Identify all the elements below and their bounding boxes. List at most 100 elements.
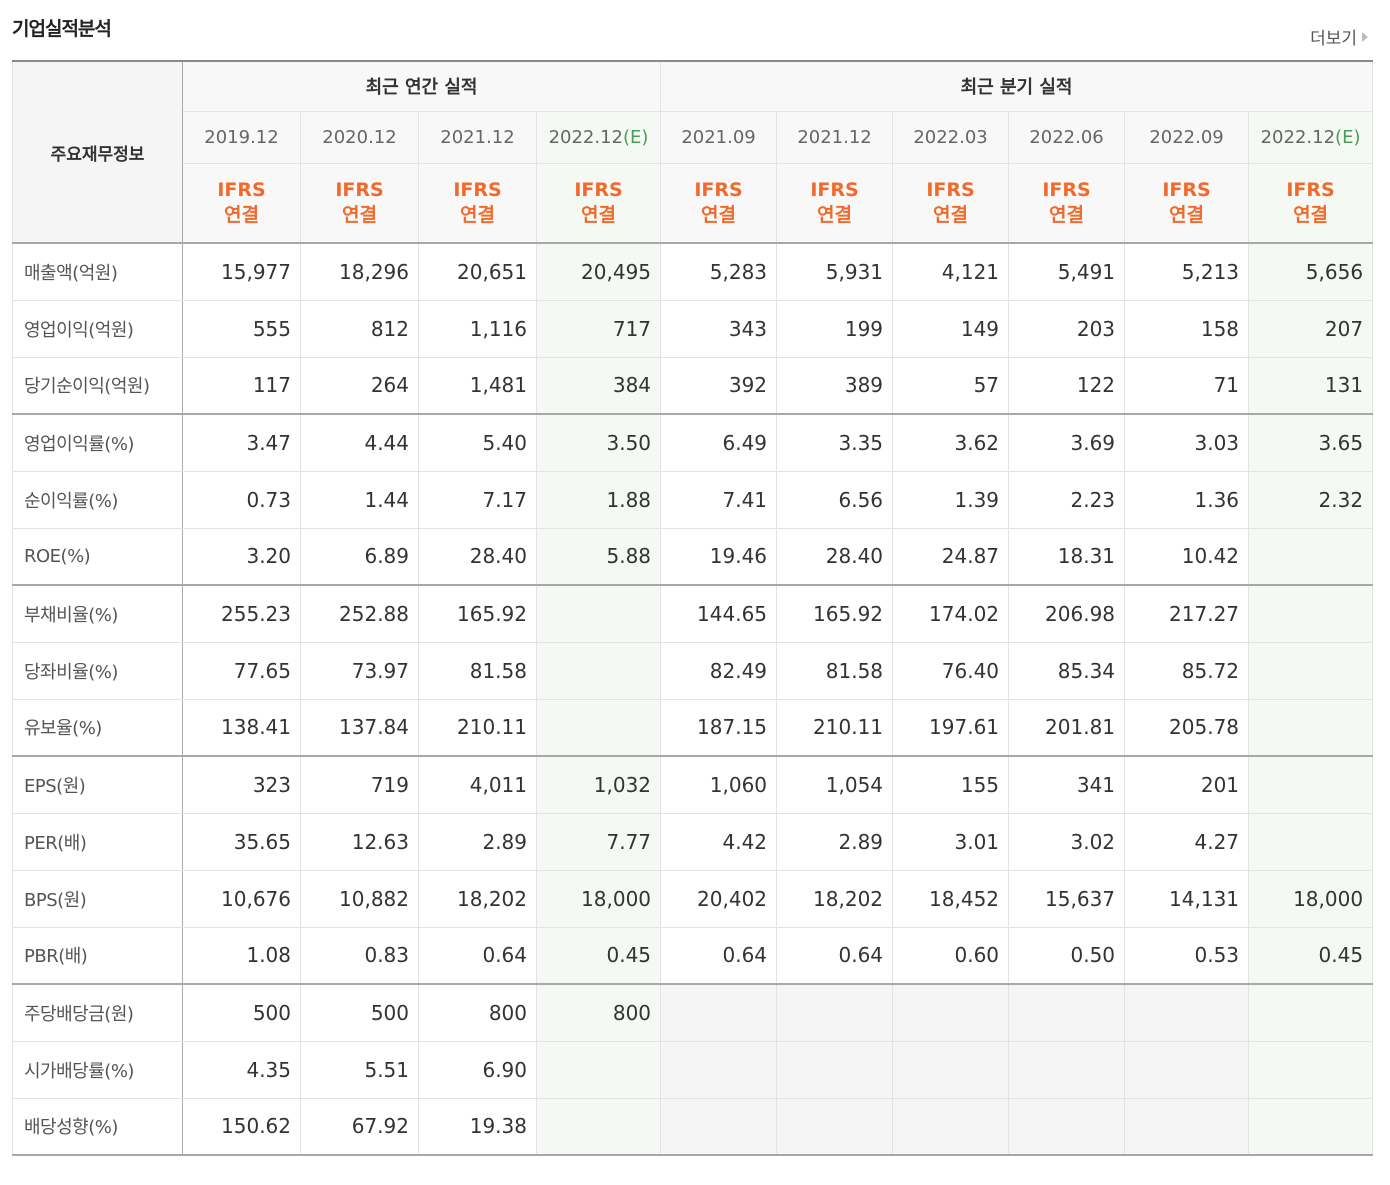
- value-cell: 3.69: [1008, 413, 1126, 472]
- value-cell: 82.49: [660, 641, 778, 700]
- value-cell: 57: [892, 356, 1010, 415]
- period-date: 2020.12: [322, 126, 397, 148]
- value-cell: 5,931: [776, 242, 894, 301]
- data-row: 배당성향(%) 150.62 67.92 19.38: [12, 1097, 1374, 1156]
- more-text[interactable]: 더보기: [1310, 29, 1357, 49]
- row-label: BPS(원): [12, 869, 183, 928]
- value-cell: 12.63: [300, 812, 419, 871]
- value-cell: 800: [535, 983, 662, 1042]
- value-cell: 18,202: [776, 869, 894, 928]
- period-header: 2021.12: [776, 110, 894, 164]
- estimate-mark: (E): [623, 126, 649, 148]
- value-cell: 6.90: [418, 1040, 537, 1099]
- value-cell: [535, 641, 662, 700]
- value-cell: 500: [300, 983, 419, 1042]
- value-cell: 1,060: [660, 755, 778, 814]
- value-cell: 3.02: [1008, 812, 1126, 871]
- more-link[interactable]: 더보기: [1310, 24, 1368, 49]
- value-cell: 5,213: [1124, 242, 1250, 301]
- value-cell: 0.83: [300, 926, 419, 985]
- value-cell: [660, 1097, 778, 1156]
- value-cell: 24.87: [892, 527, 1010, 586]
- value-cell: 4.27: [1124, 812, 1250, 871]
- value-cell: 341: [1008, 755, 1126, 814]
- basis-scope: 연결: [1049, 203, 1085, 226]
- basis-header: IFRS 연결: [535, 162, 662, 244]
- value-cell: 6.56: [776, 470, 894, 529]
- value-cell: 20,495: [535, 242, 662, 301]
- row-label: 영업이익률(%): [12, 413, 183, 472]
- value-cell: 71: [1124, 356, 1250, 415]
- row-section: 부채비율(%) 255.23 252.88 165.92 144.65 165.92 174…: [12, 584, 1374, 757]
- row-section: 영업이익률(%) 3.47 4.44 5.40 3.50 6.49 3.35 3.62 3.69…: [12, 413, 1374, 586]
- value-cell: 18,452: [892, 869, 1010, 928]
- value-cell: 4,121: [892, 242, 1010, 301]
- value-cell: 252.88: [300, 584, 419, 643]
- row-label: 영업이익(억원): [12, 299, 183, 358]
- row-section: 주당배당금(원) 500 500 800 800 시가배당률(%) 4.35 5.51 6.90…: [12, 983, 1374, 1156]
- value-cell: 384: [535, 356, 662, 415]
- value-cell: 264: [300, 356, 419, 415]
- data-row: 시가배당률(%) 4.35 5.51 6.90: [12, 1040, 1374, 1099]
- value-cell: [776, 1040, 894, 1099]
- value-cell: 122: [1008, 356, 1126, 415]
- row-label: PER(배): [12, 812, 183, 871]
- value-cell: 85.34: [1008, 641, 1126, 700]
- data-row: 영업이익(억원) 555 812 1,116 717 343 199 149 203 158 207: [12, 299, 1374, 358]
- basis-standard: IFRS: [453, 178, 502, 201]
- value-cell: [1248, 983, 1374, 1042]
- value-cell: 149: [892, 299, 1010, 358]
- data-row: 순이익률(%) 0.73 1.44 7.17 1.88 7.41 6.56 1.39 2.23 1…: [12, 470, 1374, 529]
- value-cell: 0.53: [1124, 926, 1250, 985]
- value-cell: 77.65: [182, 641, 301, 700]
- basis-standard: IFRS: [335, 178, 384, 201]
- value-cell: 255.23: [182, 584, 301, 643]
- value-cell: 6.89: [300, 527, 419, 586]
- value-cell: 5.88: [535, 527, 662, 586]
- value-cell: 1.88: [535, 470, 662, 529]
- value-cell: 131: [1248, 356, 1374, 415]
- value-cell: 117: [182, 356, 301, 415]
- group-header: 최근 연간 실적: [181, 60, 662, 112]
- value-cell: 165.92: [418, 584, 537, 643]
- value-cell: 3.03: [1124, 413, 1250, 472]
- data-row: 유보율(%) 138.41 137.84 210.11 187.15 210.11 197.…: [12, 698, 1374, 757]
- basis-header: IFRS 연결: [182, 162, 301, 244]
- value-cell: 3.50: [535, 413, 662, 472]
- value-cell: 199: [776, 299, 894, 358]
- period-header: 2020.12: [300, 110, 419, 164]
- value-cell: 210.11: [776, 698, 894, 757]
- period-header: 2022.03: [892, 110, 1010, 164]
- basis-scope: 연결: [817, 203, 853, 226]
- value-cell: 155: [892, 755, 1010, 814]
- value-cell: 1.08: [182, 926, 301, 985]
- value-cell: 165.92: [776, 584, 894, 643]
- value-cell: [1008, 1040, 1126, 1099]
- period-date: 2022.12: [548, 126, 624, 148]
- value-cell: 5.40: [418, 413, 537, 472]
- period-header: 2022.12(E): [535, 110, 662, 164]
- basis-standard: IFRS: [574, 178, 623, 201]
- value-cell: 81.58: [418, 641, 537, 700]
- value-cell: 5.51: [300, 1040, 419, 1099]
- value-cell: 7.17: [418, 470, 537, 529]
- value-cell: [535, 698, 662, 757]
- basis-scope: 연결: [581, 203, 616, 226]
- basis-header: IFRS 연결: [418, 162, 537, 244]
- value-cell: 15,977: [182, 242, 301, 301]
- value-cell: 4.44: [300, 413, 419, 472]
- value-cell: 800: [418, 983, 537, 1042]
- group-header: 최근 분기 실적: [660, 60, 1374, 112]
- value-cell: 1,116: [418, 299, 537, 358]
- value-cell: [1248, 812, 1374, 871]
- data-row: 당좌비율(%) 77.65 73.97 81.58 82.49 81.58 76.40 85.…: [12, 641, 1374, 700]
- row-label: 당좌비율(%): [12, 641, 183, 700]
- value-cell: 5,491: [1008, 242, 1126, 301]
- value-cell: 158: [1124, 299, 1250, 358]
- value-cell: 4.35: [182, 1040, 301, 1099]
- value-cell: [1248, 1040, 1374, 1099]
- more-arrow[interactable]: [1362, 32, 1368, 42]
- row-label: 순이익률(%): [12, 470, 183, 529]
